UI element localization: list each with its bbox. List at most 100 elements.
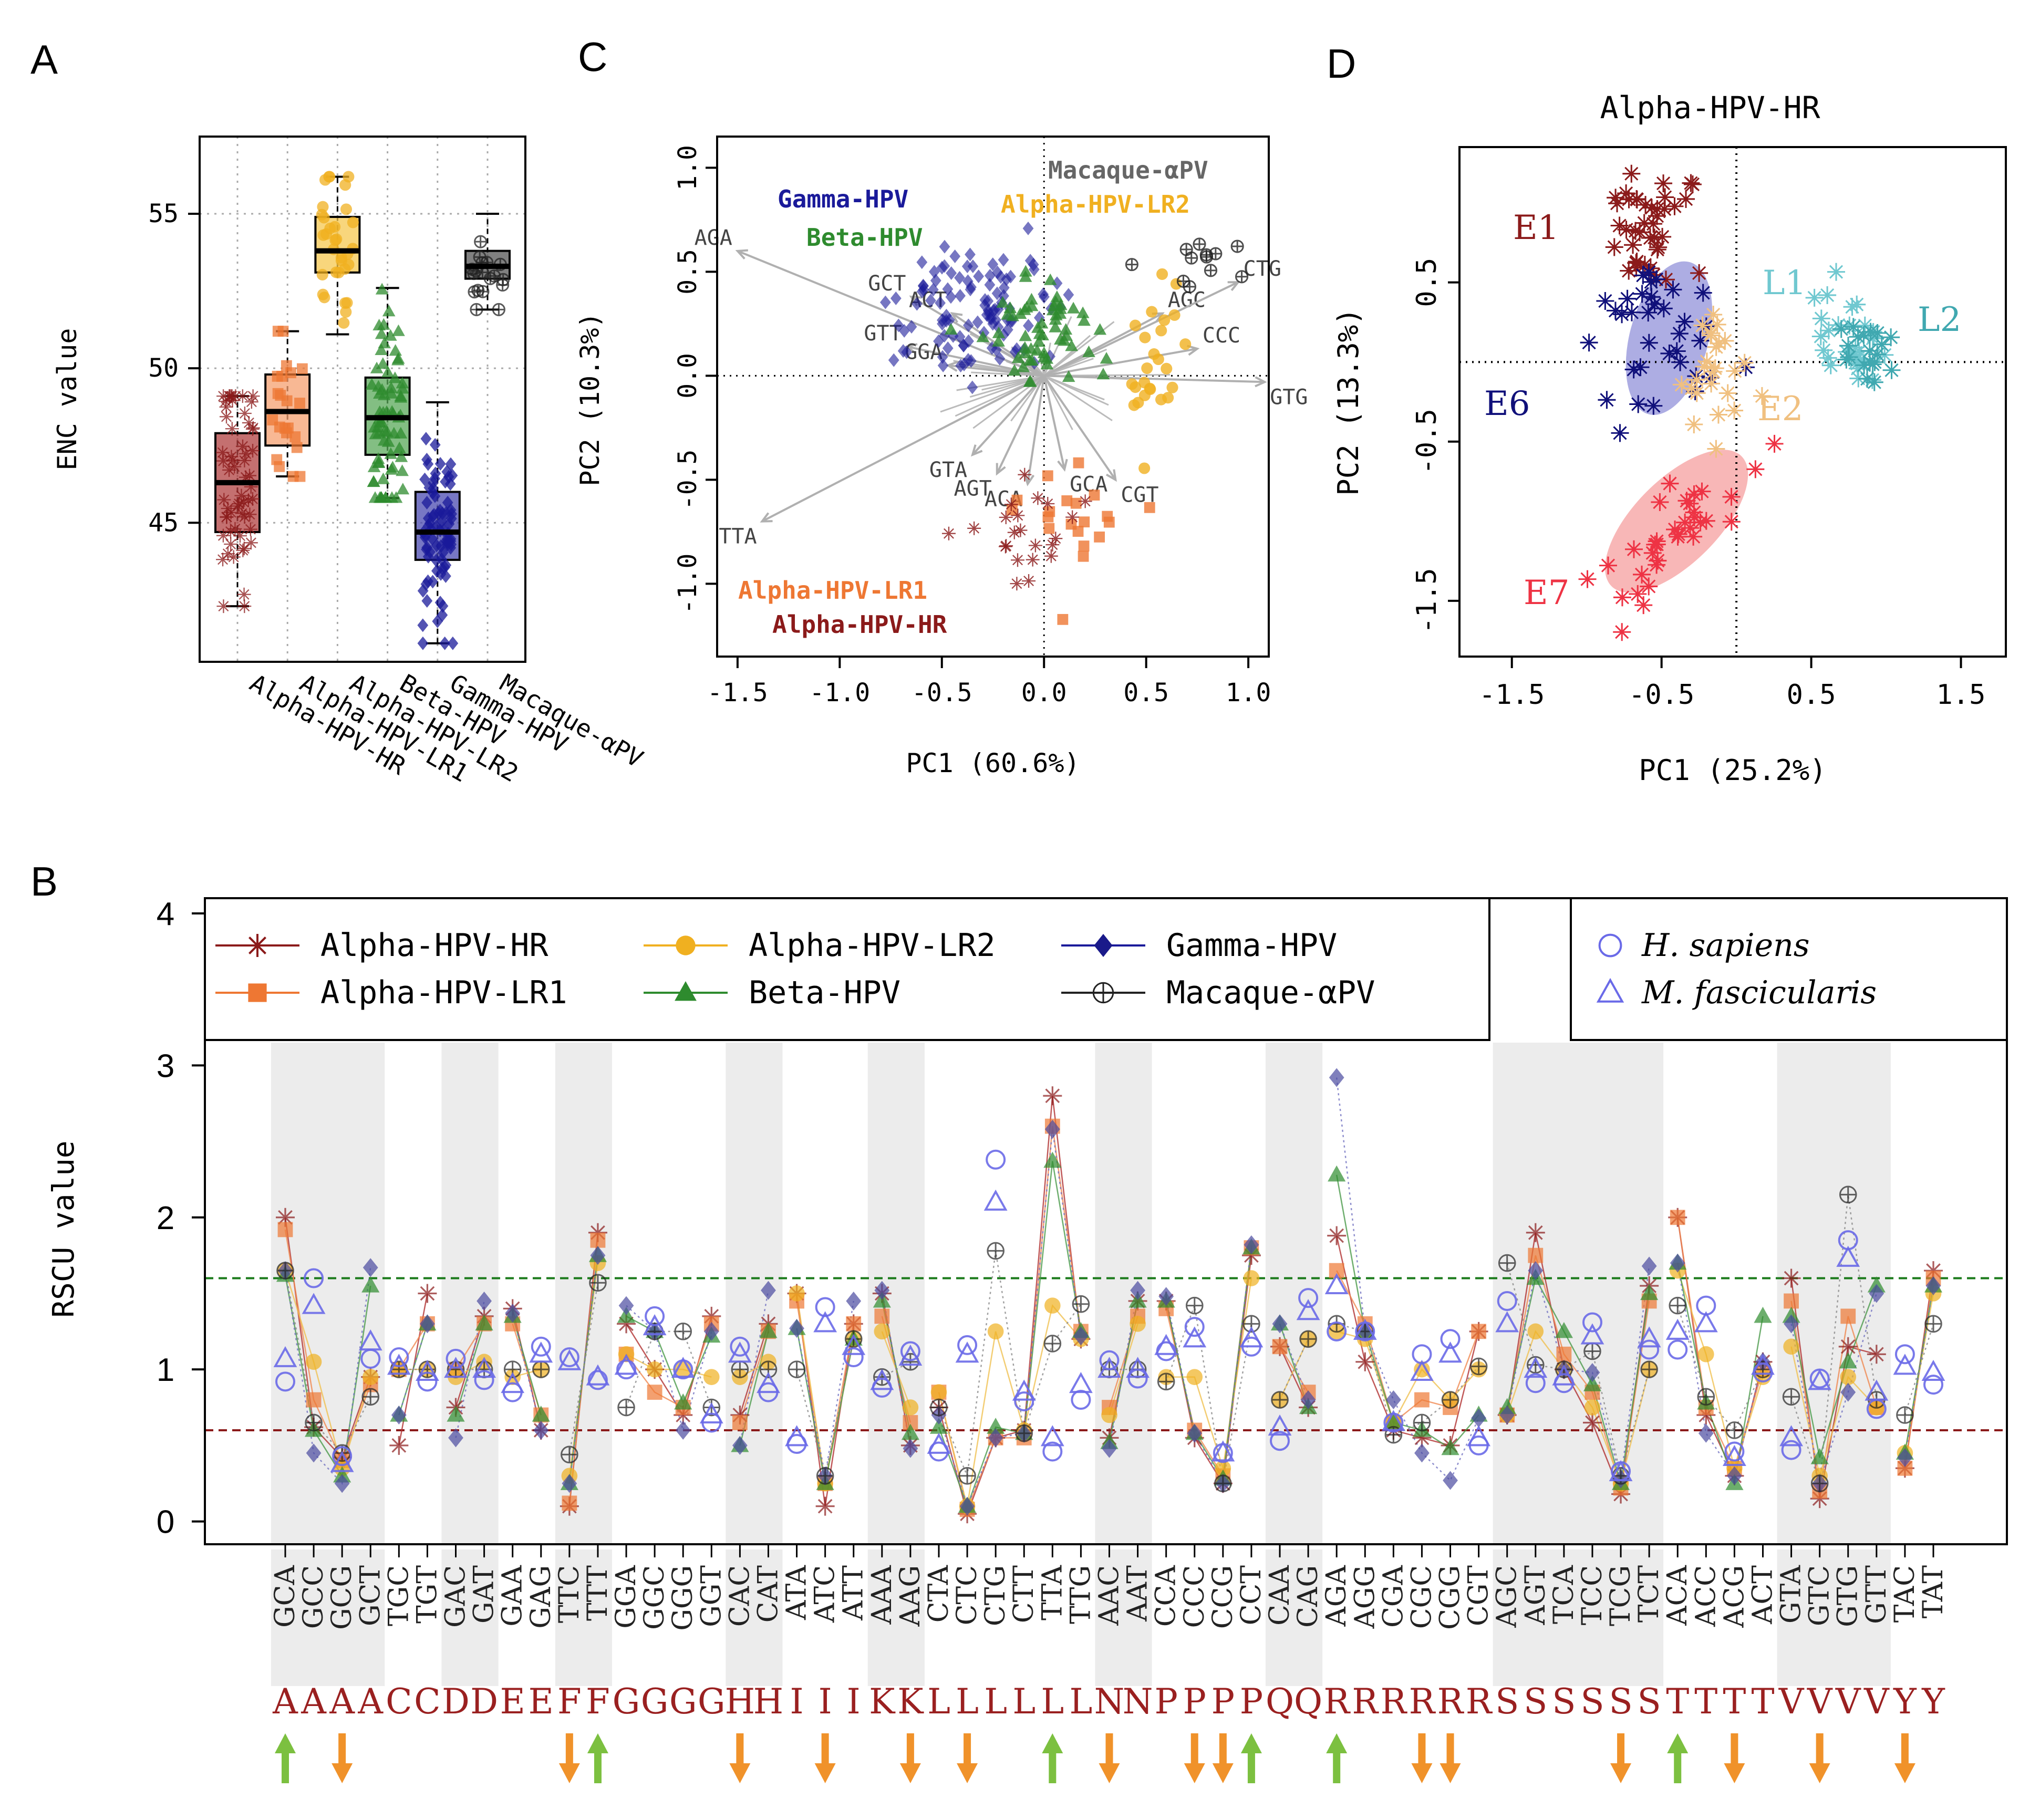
- panel-d-point: [1812, 309, 1830, 328]
- panel-c-codon-arrow: [1043, 375, 1066, 470]
- panel-b-point: [387, 1354, 411, 1375]
- panel-a-point: [442, 495, 453, 509]
- panel-b-series-line: [1109, 1316, 1138, 1408]
- panel-b-point: [1784, 1314, 1799, 1334]
- panel-c-arrow-label: AGA: [695, 226, 732, 250]
- panel-b-point: [1298, 1288, 1319, 1308]
- panel-b-point: [475, 1314, 493, 1330]
- panel-d-point: [1685, 415, 1703, 433]
- panel-b-series-line: [626, 1323, 712, 1409]
- panel-a-point: [430, 466, 441, 481]
- panel-b-point: [699, 1402, 723, 1423]
- panel-b-point: [674, 1393, 692, 1410]
- down-arrow-icon: [729, 1733, 751, 1783]
- panel-a-point: [483, 272, 497, 285]
- panel-b-point: [1640, 1360, 1658, 1378]
- panel-c-point: [1033, 327, 1047, 339]
- panel-b-aa-label: Y: [1893, 1681, 1917, 1722]
- panel-c-arrowhead: [735, 249, 748, 259]
- panel-d-point: [1628, 190, 1646, 209]
- panel-d-point: [1811, 327, 1830, 346]
- panel-c-point: [995, 270, 1007, 284]
- panel-c-point: [1032, 335, 1045, 347]
- panel-b-aa-shade: [726, 1042, 783, 1544]
- panel-b-point: [1215, 1460, 1231, 1476]
- panel-b-point: [1043, 1086, 1062, 1106]
- panel-b-codon-label: TTA: [1037, 1565, 1068, 1620]
- panel-b-legend-marker: [1094, 934, 1113, 957]
- panel-b-codon-label: CGT: [1463, 1565, 1495, 1626]
- panel-b-point: [730, 1336, 750, 1357]
- panel-c-arrow-label: AGT: [954, 477, 992, 501]
- panel-b-point: [1499, 1406, 1515, 1424]
- panel-a-point: [285, 367, 296, 379]
- panel-b-aa-label: R: [1409, 1681, 1436, 1722]
- panel-c-point: [1168, 309, 1180, 321]
- panel-c-codon-arrow: [1043, 375, 1116, 481]
- panel-a-point: [330, 233, 343, 245]
- panel-b-point: [1438, 1341, 1462, 1363]
- panel-a-point: [417, 636, 429, 650]
- panel-b-point: [1101, 1407, 1117, 1423]
- panel-c-point: [1040, 352, 1054, 364]
- panel-b-point: [1130, 1316, 1146, 1332]
- panel-b-codon-label: CCC: [1179, 1565, 1210, 1628]
- panel-b-point: [645, 1306, 665, 1326]
- panel-c-point: [1051, 276, 1063, 290]
- panel-b-point: [1328, 1165, 1346, 1182]
- panel-b-aa-shade: [441, 1042, 499, 1544]
- panel-letter-d: D: [1327, 40, 1356, 87]
- panel-c-point: [1057, 613, 1069, 625]
- panel-a-point: [378, 424, 391, 436]
- panel-b-point: [1043, 1335, 1062, 1353]
- panel-b-codon-label: GGA: [610, 1565, 642, 1629]
- panel-b-codon-label: ATA: [781, 1565, 813, 1621]
- panel-b-aa-label: I: [847, 1681, 861, 1722]
- panel-d-point: [1681, 494, 1699, 513]
- panel-a-point: [289, 431, 301, 442]
- panel-b-point: [675, 1420, 691, 1440]
- panel-d-point: [1624, 236, 1642, 254]
- panel-d-point: [1649, 552, 1667, 570]
- panel-b-codon-label: TCC: [1577, 1565, 1608, 1625]
- panel-c-point: [1031, 491, 1045, 505]
- panel-b-aa-label: S: [1524, 1681, 1547, 1722]
- panel-c-arrow-label: GTA: [929, 458, 967, 482]
- panel-c-point: [1019, 265, 1032, 277]
- panel-a-point: [382, 305, 396, 317]
- down-arrow-icon: [1099, 1733, 1120, 1783]
- panel-a-point: [381, 366, 395, 378]
- panel-b-series-line: [1166, 1278, 1252, 1469]
- panel-b-point: [959, 1496, 975, 1516]
- panel-c-group-label: Alpha-HPV-HR: [772, 610, 947, 639]
- panel-d-point: [1690, 264, 1708, 282]
- panel-c-point: [1044, 349, 1055, 363]
- panel-b-point: [1726, 1466, 1742, 1485]
- panel-c-point: [1054, 302, 1067, 314]
- panel-d-point: [1716, 331, 1734, 350]
- panel-c-ylabel: PC2 (10.3%): [575, 312, 605, 486]
- panel-b-aa-shade-label: [1777, 1549, 1891, 1686]
- panel-d-group-label: E1: [1513, 209, 1559, 247]
- panel-b-point: [929, 1418, 948, 1434]
- panel-b-point: [1526, 1223, 1545, 1242]
- panel-c-point: [965, 247, 976, 262]
- panel-a-point: [492, 303, 505, 316]
- panel-b-series-line: [938, 1161, 1082, 1509]
- panel-b-series-line: [284, 1275, 371, 1478]
- panel-b-point: [505, 1304, 521, 1323]
- panel-c-point: [1094, 531, 1105, 543]
- panel-b-aa-label: E: [529, 1681, 554, 1722]
- panel-b-aa-shade: [1265, 1042, 1323, 1544]
- panel-b-point: [1893, 1354, 1917, 1375]
- panel-b-point: [1385, 1390, 1401, 1410]
- panel-b-point: [1839, 1185, 1857, 1204]
- panel-b-point: [1044, 1297, 1061, 1314]
- panel-c-point: [990, 313, 1001, 327]
- panel-b-legend-label: Alpha-HPV-LR1: [320, 974, 567, 1011]
- panel-b-series-line: [1904, 1323, 1934, 1416]
- panel-b-codon-label: TTT: [582, 1565, 614, 1621]
- panel-c-point: [1062, 370, 1075, 382]
- panel-b-point: [1186, 1369, 1203, 1385]
- panel-a-ylabel: ENC value: [52, 328, 82, 471]
